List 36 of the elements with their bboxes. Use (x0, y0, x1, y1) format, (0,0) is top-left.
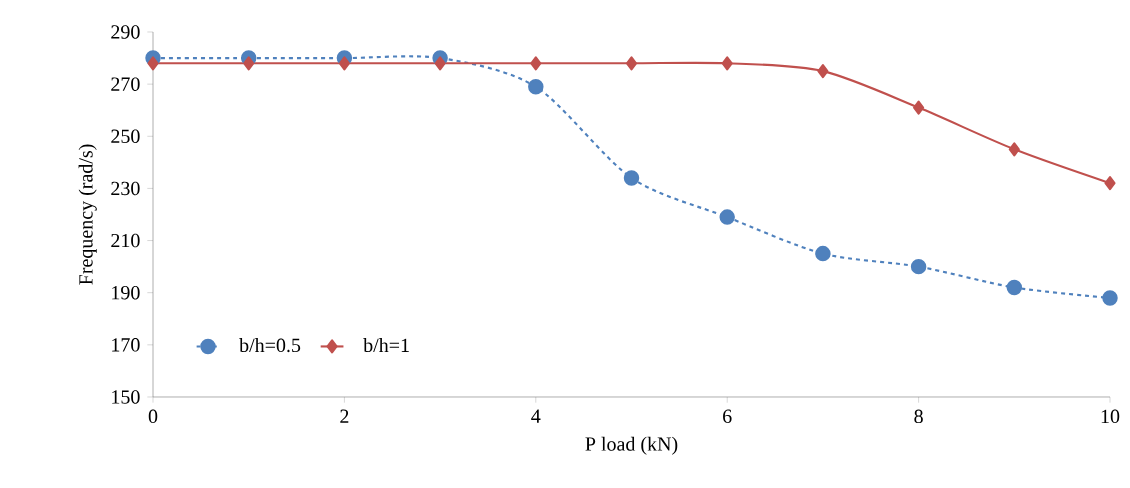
legend-label: b/h=0.5 (239, 338, 301, 353)
y-tick-label: 150 (112, 390, 140, 404)
x-tick-label: 6 (723, 409, 732, 424)
point (625, 56, 638, 71)
y-tick-label: 290 (111, 25, 140, 39)
point (1102, 290, 1118, 306)
point (1008, 142, 1020, 157)
y-tick-label: 250 (111, 129, 140, 144)
y-tick-label: 210 (111, 233, 140, 248)
point (434, 56, 446, 71)
x-tick-label: 10 (1101, 409, 1120, 424)
point (243, 56, 255, 71)
x-axis-title: P load (kN) (585, 436, 678, 455)
x-tick-label: 0 (148, 409, 158, 424)
point (528, 79, 544, 95)
y-tick-label: 230 (111, 181, 140, 196)
point (623, 170, 640, 186)
point (913, 100, 925, 115)
x-tick-label: 2 (340, 409, 349, 423)
legend-label: b/h=1 (363, 338, 409, 353)
point (530, 56, 542, 71)
y-tick-label: 270 (111, 77, 140, 91)
y-tick-label: 170 (112, 338, 140, 352)
x-tick-label: 8 (914, 409, 923, 424)
point (721, 56, 733, 71)
point (815, 245, 831, 262)
y-tick-label: 190 (112, 285, 140, 300)
point (147, 56, 159, 71)
point (817, 64, 829, 79)
point (910, 258, 927, 275)
point (719, 209, 735, 225)
point (1104, 176, 1116, 191)
point (338, 56, 350, 71)
y-axis-title: Frequency (rad/s) (78, 144, 97, 285)
x-tick-label: 4 (531, 409, 541, 423)
point (1006, 279, 1023, 296)
